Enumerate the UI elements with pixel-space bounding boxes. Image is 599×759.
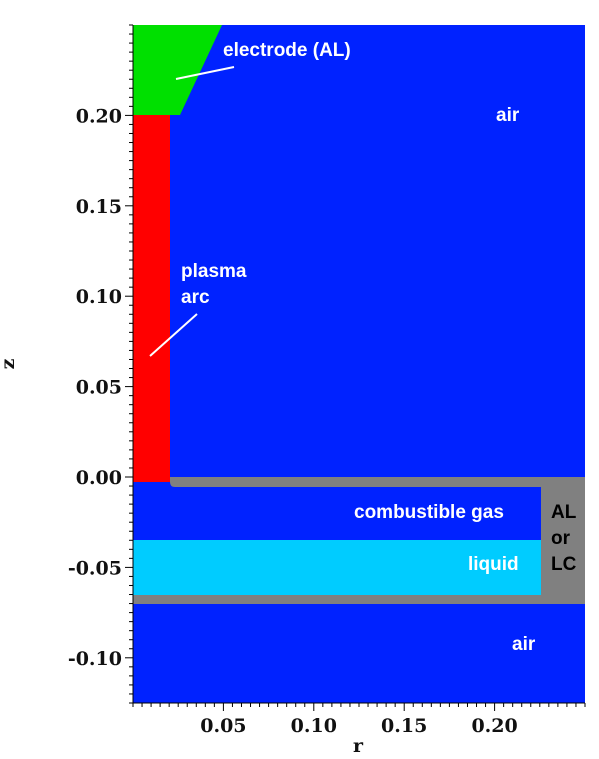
air-bottom-label: air [512, 634, 536, 655]
y-tick-label: 0.20 [76, 105, 122, 127]
y-tick-label: 0.10 [76, 286, 122, 308]
x-axis-title: r [353, 735, 364, 757]
x-tick-label: 0.05 [200, 715, 246, 737]
electrode-pointer-line [175, 66, 235, 80]
air-top-label: air [496, 105, 520, 126]
electrode-label: electrode (AL) [223, 40, 351, 61]
y-tick-label: 0.05 [76, 377, 122, 399]
y-tick-label: -0.10 [68, 648, 122, 670]
liquid-label: liquid [468, 554, 519, 575]
x-axis-ticks [132, 703, 586, 711]
plot-area [133, 25, 585, 703]
y-tick-label: 0.15 [76, 196, 122, 218]
y-tick-label: -0.05 [68, 557, 122, 579]
electrode-region [133, 25, 222, 115]
wall-label-line3: LC [551, 554, 577, 575]
plasma-label-line2: arc [181, 287, 210, 308]
wall-label-line2: or [551, 528, 571, 549]
y-axis-ticks [125, 24, 133, 704]
y-axis-tick-labels: 0.20 0.15 0.10 0.05 0.00 -0.05 -0.10 [68, 105, 122, 669]
combustible-gas-label: combustible gas [354, 502, 504, 523]
plasma-label-line1: plasma [181, 261, 247, 282]
plasma-pointer-line [149, 313, 198, 357]
wall-label-line1: AL [551, 502, 577, 523]
x-tick-label: 0.20 [471, 715, 517, 737]
y-axis-title: z [0, 358, 19, 369]
x-tick-label: 0.15 [381, 715, 427, 737]
x-tick-label: 0.10 [291, 715, 337, 737]
liquid-region [133, 540, 541, 595]
y-tick-label: 0.00 [76, 467, 122, 489]
x-axis-tick-labels: 0.05 0.10 0.15 0.20 [200, 715, 517, 737]
plasma-arc-region [133, 115, 170, 482]
